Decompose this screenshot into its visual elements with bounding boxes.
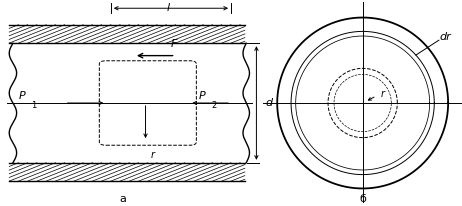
Text: dr: dr xyxy=(440,32,452,42)
Text: P: P xyxy=(18,91,25,101)
Text: 1: 1 xyxy=(31,101,36,110)
Text: F: F xyxy=(171,39,177,49)
Text: P: P xyxy=(199,91,206,101)
Text: r: r xyxy=(381,89,385,99)
Text: 2: 2 xyxy=(212,101,217,110)
Text: а: а xyxy=(119,194,126,204)
Text: r: r xyxy=(151,150,154,160)
Text: l: l xyxy=(167,3,170,13)
Text: d: d xyxy=(266,98,273,108)
Text: б: б xyxy=(359,194,366,204)
